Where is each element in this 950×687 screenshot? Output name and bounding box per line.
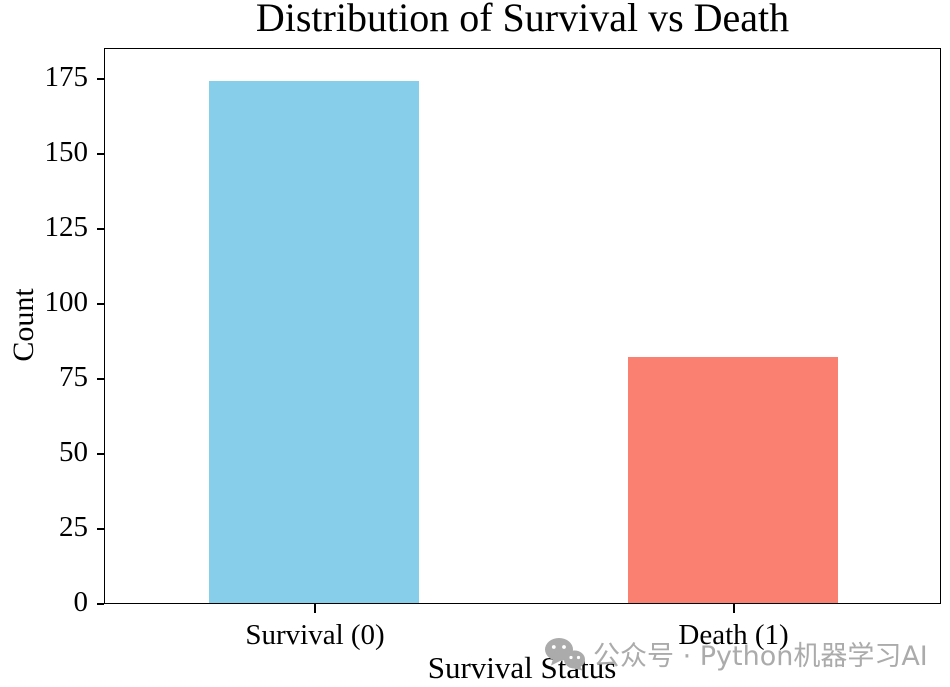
y-tick-mark xyxy=(97,302,104,305)
chart-title: Distribution of Survival vs Death xyxy=(255,0,790,40)
y-tick-mark xyxy=(97,452,104,455)
y-tick-mark xyxy=(97,603,104,605)
x-tick-mark xyxy=(732,604,735,613)
y-tick-label: 125 xyxy=(44,211,89,244)
y-tick-mark xyxy=(97,527,104,530)
y-tick-label: 25 xyxy=(59,511,88,544)
watermark-text: 公众号 · Python机器学习AI xyxy=(593,641,928,672)
y-tick-mark xyxy=(97,227,104,230)
y-tick-label: 100 xyxy=(44,286,89,319)
wechat-icon xyxy=(545,637,585,670)
y-tick-label: 175 xyxy=(44,61,89,94)
bar-death-1 xyxy=(627,356,838,603)
x-axis-label: Survival Status xyxy=(427,650,617,685)
y-tick-mark xyxy=(97,152,104,155)
y-tick-label: 150 xyxy=(44,136,89,169)
y-tick-label: 50 xyxy=(59,436,88,469)
y-tick-label: 75 xyxy=(59,361,88,394)
bar-survival-0 xyxy=(209,80,420,603)
x-tick-mark xyxy=(314,604,317,613)
x-tick-label: Death (1) xyxy=(678,619,789,651)
y-tick-mark xyxy=(97,377,104,380)
y-tick-label: 0 xyxy=(73,586,89,619)
y-tick-mark xyxy=(97,77,104,80)
plot-area xyxy=(104,48,941,604)
watermark: 公众号 · Python机器学习AI xyxy=(544,634,928,673)
x-tick-label: Survival (0) xyxy=(245,619,385,651)
